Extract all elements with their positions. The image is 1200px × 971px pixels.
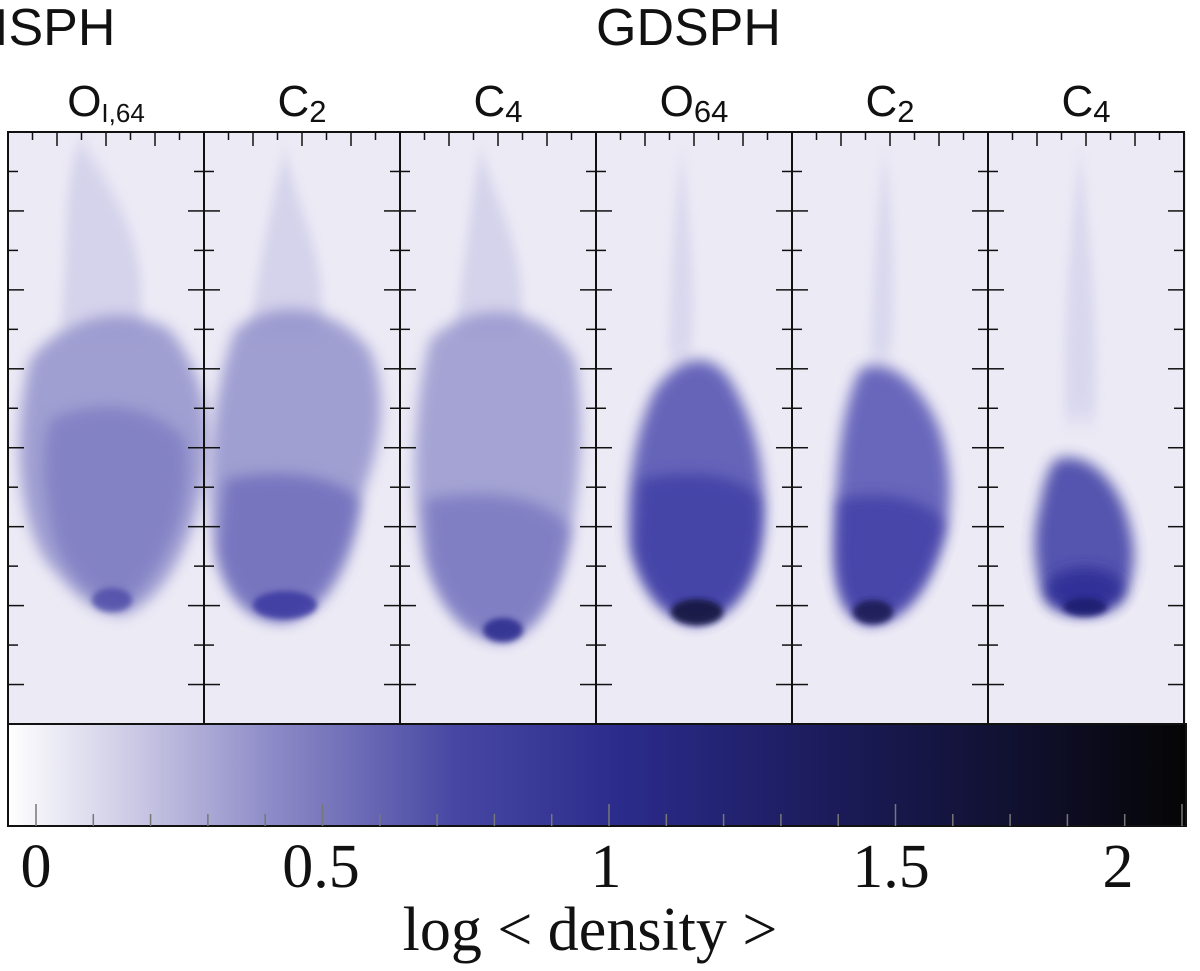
- plumes: [19, 140, 1134, 642]
- group-title-isph: ISPH: [0, 0, 116, 57]
- plume-panel-1: [19, 140, 208, 616]
- panel-label-2: C2: [204, 72, 400, 132]
- panel-label-main: C: [865, 77, 898, 126]
- panel-label-3: C4: [400, 72, 596, 132]
- panel-label-sub: 64: [693, 94, 729, 129]
- plume-panel-2: [210, 150, 381, 623]
- plume-panel-3: [414, 150, 581, 642]
- panel-label-sub: I,64: [101, 98, 145, 128]
- colorbar: [7, 723, 1187, 827]
- colorbar-ticks: [35, 804, 1183, 826]
- plume-panel-6: [1034, 150, 1134, 616]
- colorbar-tick-label: 0.5: [282, 833, 360, 901]
- colorbar-tick-label: 1: [590, 833, 622, 901]
- panel-frames: [7, 131, 1185, 725]
- plume-panel-5: [835, 150, 950, 624]
- colorbar-tick-label: 1.5: [852, 833, 930, 901]
- panel-label-6: C4: [988, 72, 1184, 132]
- panel-label-1: OI,64: [8, 72, 204, 132]
- panel-label-sub: 4: [1093, 94, 1111, 129]
- panel-label-main: O: [659, 77, 694, 126]
- colorbar-axis-label: log < density >: [402, 896, 778, 964]
- colorbar-tick-label: 0: [20, 833, 52, 901]
- panel-label-main: C: [1061, 77, 1094, 126]
- panel-label-5: C2: [792, 72, 988, 132]
- panel-label-main: C: [277, 77, 310, 126]
- plume-panel-4: [628, 150, 764, 625]
- panel-label-main: C: [473, 77, 506, 126]
- panel-label-sub: 2: [309, 94, 327, 129]
- group-title-gdsph: GDSPH: [596, 0, 781, 57]
- panel-label-sub: 2: [897, 94, 915, 129]
- panel-label-4: O64: [596, 72, 792, 132]
- panel-label-sub: 4: [505, 94, 523, 129]
- colorbar-tick-label: 2: [1102, 833, 1134, 901]
- panel-label-main: O: [67, 77, 102, 126]
